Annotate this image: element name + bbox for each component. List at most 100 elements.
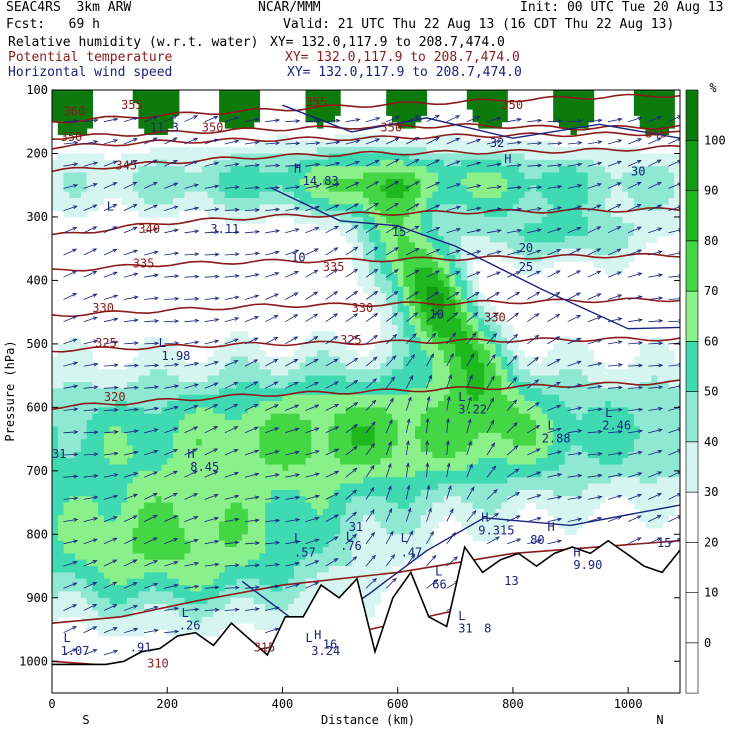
wind-vector xyxy=(607,431,622,434)
wind-vector xyxy=(144,386,159,389)
wind-vector xyxy=(265,165,280,167)
wind-vector xyxy=(224,338,239,345)
contour-label: 350 xyxy=(380,120,402,134)
header-valid: Valid: 21 UTC Thu 22 Aug 13 (16 CDT Thu … xyxy=(283,17,675,32)
wind-vector xyxy=(83,293,97,300)
wind-vector xyxy=(405,354,415,367)
contour-label: 3.22 xyxy=(458,403,487,417)
wind-vector xyxy=(224,253,239,256)
wind-vector xyxy=(345,119,360,123)
field-rh-xy: XY= 132.0,117.9 to 208.7,474.0 xyxy=(270,35,505,50)
wind-vector xyxy=(587,408,602,411)
wind-vector xyxy=(365,268,378,278)
wind-vector xyxy=(244,586,260,589)
wind-vector xyxy=(385,398,394,411)
contour-label: 325 xyxy=(340,333,362,347)
wind-vector xyxy=(607,204,621,211)
wind-vector xyxy=(547,381,561,389)
wind-vector xyxy=(123,160,137,167)
wind-vector xyxy=(305,473,320,478)
wind-vector xyxy=(265,230,280,234)
wind-vector xyxy=(204,361,219,367)
wind-vector xyxy=(325,404,339,411)
wind-vector xyxy=(405,375,413,389)
wind-vector xyxy=(285,207,300,211)
wind-vector xyxy=(63,431,78,434)
contour-label: 350 xyxy=(202,120,224,134)
wind-vector xyxy=(204,253,219,256)
wind-vector xyxy=(587,474,602,478)
wind-vector xyxy=(426,270,440,278)
wind-vector xyxy=(83,453,98,456)
wind-vector xyxy=(103,139,118,145)
high-marker: H xyxy=(548,520,555,534)
wind-vector xyxy=(63,604,77,611)
wind-vector xyxy=(365,509,375,522)
wind-vector xyxy=(204,563,219,567)
wind-vector xyxy=(265,293,279,300)
wind-vector xyxy=(325,313,338,323)
wind-vector xyxy=(305,538,319,545)
wind-vector xyxy=(83,363,98,367)
wind-vector xyxy=(164,137,178,145)
contour-label: .57 xyxy=(294,546,316,560)
wind-vector xyxy=(587,248,601,256)
wind-vector xyxy=(365,487,375,500)
wind-vector xyxy=(486,292,500,300)
contour-label: 335 xyxy=(323,260,345,274)
wind-vector xyxy=(325,426,339,434)
wind-vector xyxy=(426,353,434,367)
wind-vector xyxy=(204,340,219,345)
wind-vector xyxy=(244,404,258,411)
low-marker: L xyxy=(458,390,465,404)
contour-label: 2.88 xyxy=(542,431,571,445)
wind-vector xyxy=(567,163,582,167)
wind-vector xyxy=(587,453,602,456)
wind-vector xyxy=(204,404,218,411)
wind-vector xyxy=(648,364,663,367)
wind-vector xyxy=(164,427,178,434)
wind-vector xyxy=(184,493,198,500)
wind-vector xyxy=(144,450,158,456)
wind-vector xyxy=(365,224,378,234)
wind-vector xyxy=(446,463,450,478)
wind-vector xyxy=(305,404,319,411)
wind-vector xyxy=(527,208,542,211)
wind-vector xyxy=(587,339,602,345)
wind-vector xyxy=(406,333,417,345)
colorbar-tick-label: 40 xyxy=(704,435,718,449)
wind-vector xyxy=(607,248,621,256)
wind-vector xyxy=(184,160,198,167)
wind-vector xyxy=(547,270,561,278)
wind-vector xyxy=(668,320,680,323)
wind-vector xyxy=(224,209,239,211)
wind-vector xyxy=(204,609,219,611)
wind-vector xyxy=(244,496,259,500)
wind-vector xyxy=(547,496,562,500)
wind-vector xyxy=(325,120,340,123)
wind-vector xyxy=(406,203,419,211)
colorbar-tick-label: 80 xyxy=(704,234,718,248)
wind-vector xyxy=(63,315,77,323)
wind-vector xyxy=(305,206,320,211)
wind-vector xyxy=(83,649,97,656)
wind-vector xyxy=(365,555,376,567)
wind-vector xyxy=(567,120,582,123)
wind-vector xyxy=(83,162,98,167)
wind-vector xyxy=(83,119,98,123)
wind-vector xyxy=(627,249,642,256)
wind-vector xyxy=(426,182,440,189)
wind-vector xyxy=(648,297,663,300)
contour-label: 25 xyxy=(519,260,533,274)
wind-vector xyxy=(123,296,138,300)
wind-vector xyxy=(446,160,460,167)
wind-vector xyxy=(486,489,498,500)
y-tick-label: 1000 xyxy=(19,654,48,668)
wind-vector xyxy=(486,398,494,411)
wind-vector xyxy=(123,138,138,145)
wind-vector xyxy=(144,320,159,323)
wind-vector xyxy=(507,141,522,145)
field-wind-xy: XY= 132.0,117.9 to 208.7,474.0 xyxy=(287,65,522,80)
wind-vector xyxy=(265,542,280,545)
wind-vector xyxy=(244,519,259,522)
